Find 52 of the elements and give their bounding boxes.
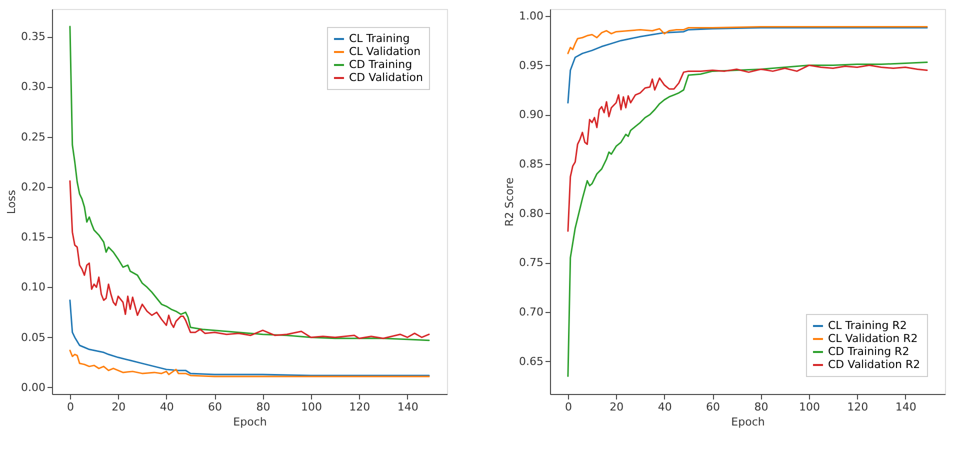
y-tick-label: 0.05 — [21, 330, 46, 344]
y-tick-label: 0.80 — [519, 206, 544, 220]
x-tick-label: 120 — [847, 400, 868, 414]
line-series — [567, 27, 928, 104]
x-tick-label: 40 — [160, 400, 174, 414]
legend-label: CD Training — [349, 58, 412, 71]
y-tick-label: 0.85 — [519, 157, 544, 170]
legend-label: CD Validation R2 — [828, 358, 920, 371]
line-series — [69, 300, 430, 376]
y-tick-label: 0.70 — [519, 306, 544, 319]
x-tick-label: 0 — [564, 400, 572, 414]
y-axis-title: R2 Score — [503, 177, 516, 226]
x-tick-label: 120 — [349, 400, 370, 414]
x-tick-label: 100 — [300, 400, 322, 414]
x-tick-label: 140 — [397, 400, 418, 414]
x-tick-label: 60 — [208, 400, 222, 414]
y-tick-label: 0.95 — [519, 58, 544, 72]
y-tick-label: 0.75 — [519, 256, 544, 270]
line-series — [567, 62, 928, 377]
x-tick-label: 80 — [256, 400, 270, 414]
y-tick-label: 0.90 — [519, 108, 544, 122]
legend-label: CL Training — [349, 32, 410, 45]
x-tick-label: 20 — [112, 400, 126, 414]
x-tick-label: 100 — [798, 400, 820, 414]
x-tick-label: 20 — [610, 400, 624, 414]
legend-label: CL Validation — [349, 45, 421, 58]
y-tick-label: 0.30 — [21, 80, 46, 94]
y-tick-label: 0.65 — [519, 354, 544, 368]
y-tick-label: 0.00 — [21, 380, 46, 394]
line-series — [567, 64, 928, 232]
x-tick-label: 80 — [754, 400, 768, 414]
y-tick-label: 1.00 — [519, 9, 544, 22]
x-tick-label: 60 — [706, 400, 720, 414]
x-tick-label: 140 — [895, 400, 916, 414]
line-series — [567, 26, 928, 54]
y-tick-label: 0.10 — [21, 280, 46, 294]
legend-label: CD Validation — [349, 71, 423, 84]
x-tick-label: 40 — [658, 400, 672, 414]
y-axis-title: Loss — [5, 190, 18, 214]
x-axis-title: Epoch — [233, 416, 267, 428]
legend-label: CL Training R2 — [828, 319, 907, 332]
line-series — [69, 26, 430, 342]
line-series — [69, 180, 430, 340]
y-tick-label: 0.25 — [21, 130, 46, 144]
y-tick-label: 0.20 — [21, 180, 46, 194]
x-tick-label: 0 — [66, 400, 74, 414]
y-tick-label: 0.15 — [21, 230, 46, 244]
x-axis-title: Epoch — [731, 416, 765, 428]
line-series — [69, 350, 430, 378]
legend-label: CL Validation R2 — [828, 332, 918, 345]
legend-label: CD Training R2 — [828, 345, 910, 358]
y-tick-label: 0.35 — [21, 30, 46, 44]
